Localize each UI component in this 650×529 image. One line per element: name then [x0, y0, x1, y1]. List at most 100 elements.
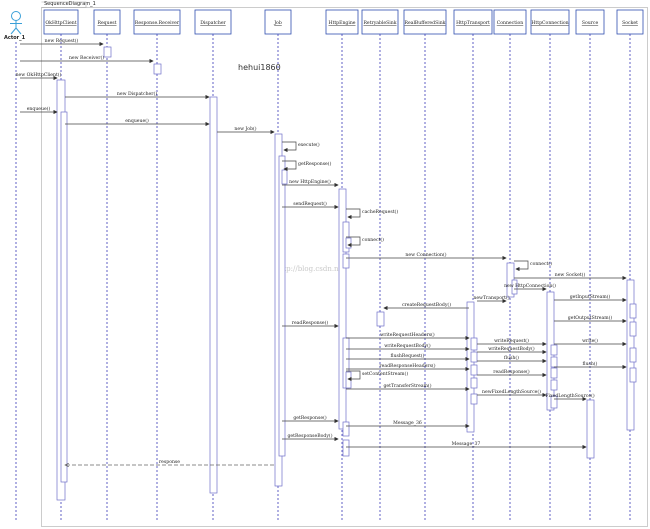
participant-label-socket: Socket	[622, 20, 638, 26]
activation-bar	[629, 347, 637, 363]
message-label: FixedLengthSource()	[545, 392, 595, 399]
message-arrow	[282, 141, 297, 153]
frame-title: SequenceDiagram_1	[44, 1, 96, 7]
participant-label-response-receiver: Response.Receiver	[135, 20, 180, 26]
message-label: enqueue()	[125, 117, 149, 124]
participant-box-response-receiver	[133, 9, 181, 35]
actor-label: Actor_1	[4, 35, 26, 41]
watermark: hehui1860	[238, 63, 281, 72]
activation-bar	[511, 279, 518, 295]
participant-label-okhttpclient: OkHttpClient	[45, 20, 76, 26]
message-label: new Socket()	[555, 271, 586, 278]
message-label: Message_36	[393, 420, 422, 426]
message-label: Message_37	[452, 441, 481, 447]
message-label: getTransferStream()	[383, 382, 431, 389]
participant-label-dispatcher: Dispatcher	[200, 20, 226, 26]
participant-label-source: Source	[582, 20, 599, 26]
activation-bar	[209, 96, 218, 494]
participant-label-job: Job	[273, 20, 282, 26]
message-label: cacheRequest()	[362, 208, 398, 215]
message-label: getResponse()	[298, 160, 332, 167]
participant-box-connection	[493, 9, 527, 35]
message-label: writeRequest()	[494, 337, 529, 344]
message-arrow	[346, 208, 361, 220]
activation-bar	[550, 344, 558, 356]
activation-bar	[629, 303, 637, 319]
activation-bar	[338, 188, 347, 430]
diagram-frame	[41, 7, 648, 527]
message-label: new Job()	[234, 125, 256, 132]
message-label: setContentStream()	[362, 370, 408, 377]
activation-bar	[550, 367, 558, 379]
message-label: flush()	[504, 354, 519, 361]
message-label: new Dispatcher()	[117, 90, 157, 97]
activation-bar	[550, 356, 558, 368]
message-label: writeRequestBody()	[488, 345, 535, 352]
activation-bar	[60, 111, 68, 483]
activation-bar	[470, 364, 478, 376]
activation-bar	[281, 169, 288, 185]
message-arrow	[282, 160, 297, 172]
participant-box-socket	[616, 9, 644, 35]
participant-label-retryable-sink: RetryableSink	[363, 20, 396, 26]
message-label: connect()	[362, 236, 384, 243]
message-label: readResponse()	[493, 368, 530, 375]
activation-bar	[470, 377, 478, 389]
activation-bar	[342, 439, 350, 457]
activation-bar	[153, 63, 162, 75]
message-label: response	[159, 460, 180, 465]
activation-bar	[278, 155, 286, 457]
activation-bar	[629, 367, 637, 383]
activation-bar	[345, 237, 352, 249]
activation-bar	[470, 337, 478, 351]
actor-leg-left-icon	[10, 27, 17, 35]
participant-label-connection: Connection	[497, 20, 524, 26]
message-label: newTransport()	[473, 294, 509, 301]
message-label: new HttpConnection()	[504, 282, 556, 289]
message-label: enqueue()	[27, 105, 51, 112]
participant-box-request	[93, 9, 121, 35]
message-label: new Connection()	[405, 251, 446, 258]
message-arrow	[346, 236, 361, 248]
activation-bar	[550, 379, 558, 391]
activation-bar	[345, 371, 352, 389]
message-label: getResponse()	[293, 414, 327, 421]
message-label: connect()	[530, 260, 552, 267]
actor-leg-right-icon	[15, 27, 22, 35]
message-label: writeRequestBody()	[384, 342, 431, 349]
activation-bar	[103, 46, 112, 58]
activation-bar	[470, 393, 478, 405]
participant-label-real-buffered-sink: RealBufferedSink	[405, 20, 446, 26]
message-label: getInputStream()	[570, 293, 611, 300]
message-label: writeRequestHeaders()	[380, 331, 435, 338]
watermark-url: http://blog.csdn.net	[276, 265, 346, 273]
participant-label-httptransport: HttpTransport	[456, 20, 490, 26]
message-label: flush()	[583, 360, 598, 367]
message-label: newFixedLengthSource()	[482, 388, 541, 395]
message-arrow	[514, 260, 529, 272]
participant-label-httpconnection: HttpConnection	[531, 20, 568, 26]
activation-bar	[470, 351, 478, 363]
message-label: new HttpEngine()	[289, 178, 331, 185]
frame-tab	[41, 1, 87, 8]
message-label: getOutputStream()	[568, 314, 613, 321]
activation-bar	[342, 421, 350, 437]
message-label: write()	[582, 337, 598, 344]
message-label: createRequestBody()	[402, 301, 451, 308]
message-label: new Receiver()	[69, 54, 104, 61]
message-label: readResponse()	[292, 319, 329, 326]
message-label: readResponseHeaders()	[379, 362, 435, 369]
message-label: flushRequest()	[391, 352, 425, 359]
message-label: execute()	[298, 141, 320, 148]
actor-head-icon	[11, 11, 21, 21]
participant-label-request: Request	[98, 20, 117, 26]
participant-box-retryable-sink	[361, 9, 399, 35]
message-label: sendRequest()	[293, 200, 327, 207]
participant-label-httpengine: HttpEngine	[328, 20, 355, 26]
message-label: getResponseBody()	[287, 432, 332, 439]
message-label: new Request()	[45, 37, 79, 44]
activation-bar	[586, 399, 595, 459]
participant-box-job	[264, 9, 292, 35]
